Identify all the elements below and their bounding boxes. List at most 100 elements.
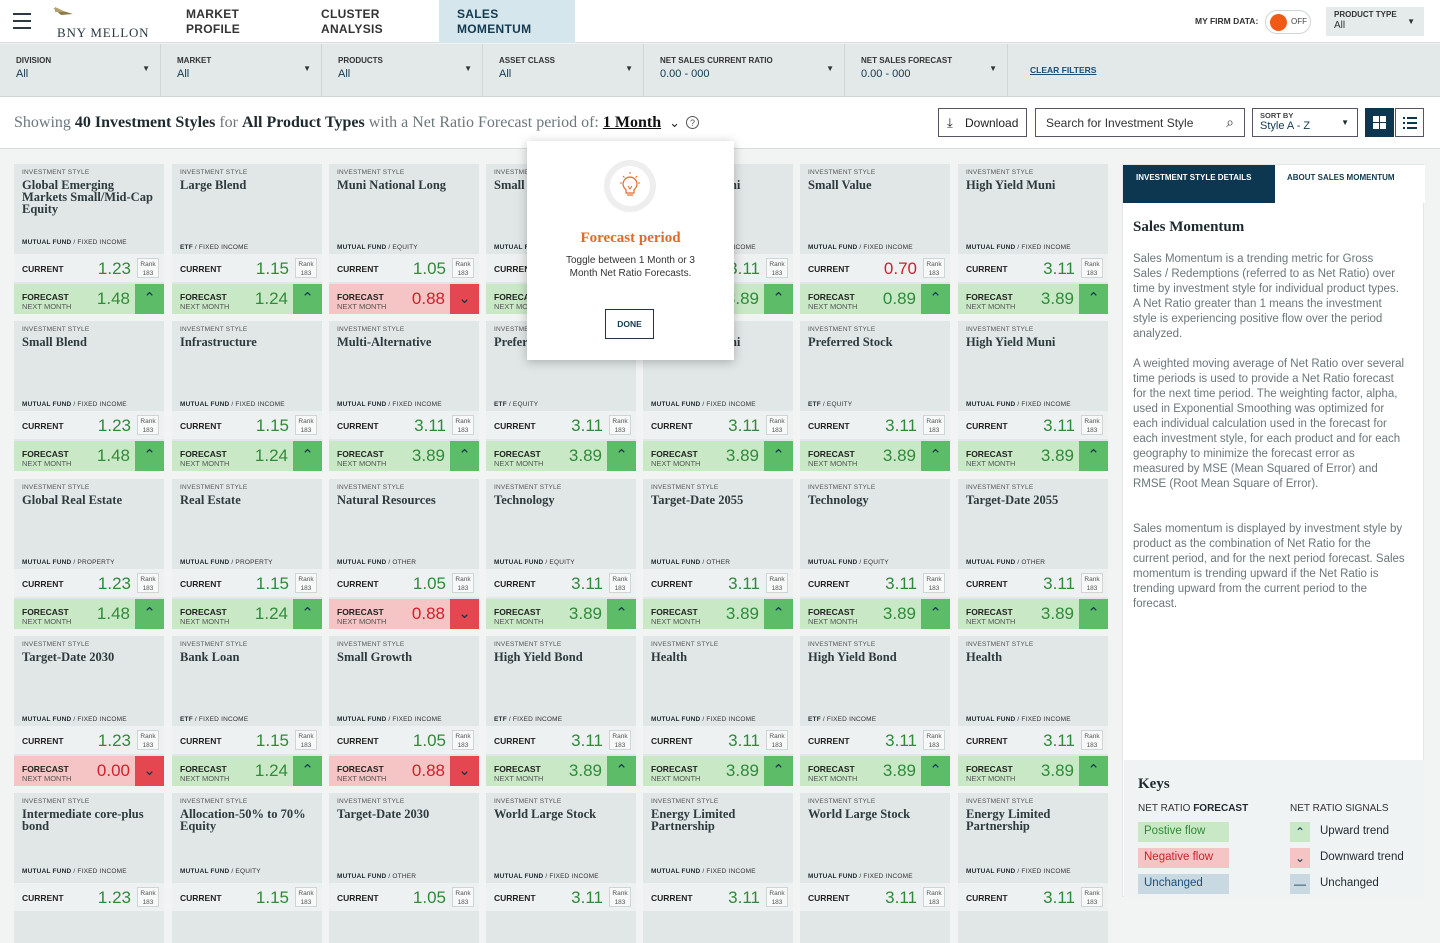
chevron-up-icon: ⌃ — [135, 599, 164, 629]
tab-about-sales-momentum[interactable]: ABOUT SALES MOMENTUM — [1275, 165, 1425, 203]
current-ratio-value: 1.15 — [255, 259, 289, 278]
forecast-value: 3.89 — [1040, 761, 1074, 780]
current-ratio-value: 3.11 — [414, 416, 446, 435]
investment-style-card[interactable]: INVESTMENT STYLE Technology MUTUAL FUND / … — [486, 479, 636, 629]
help-icon[interactable]: ? — [686, 116, 699, 129]
investment-style-card[interactable]: INVESTMENT STYLE Health MUTUAL FUND / FIXE… — [958, 636, 1108, 786]
menu-icon[interactable] — [13, 13, 31, 29]
filter-asset-class[interactable]: ASSET CLASS All ▼ — [483, 44, 644, 96]
investment-style-card[interactable]: INVESTMENT STYLE Target-Date 2055 MUTUAL F… — [958, 479, 1108, 629]
search-input[interactable]: Search for Investment Style ⌕ — [1035, 108, 1245, 137]
forecast-period-select[interactable]: 1 Month — [602, 114, 662, 131]
card-style-name: Small Value — [808, 178, 872, 192]
investment-style-card[interactable]: INVESTMENT STYLE Energy Limited Partnersh… — [643, 793, 793, 943]
download-button[interactable]: ⤓ Download — [938, 108, 1027, 137]
keys-forecast-heading: NET RATIO FORECAST — [1138, 803, 1249, 814]
chevron-down-icon: ⌄ — [1290, 848, 1310, 868]
card-style-name: Bank Loan — [180, 650, 240, 664]
investment-style-card[interactable]: INVESTMENT STYLE Small Blend MUTUAL FUND /… — [14, 321, 164, 471]
investment-style-card[interactable]: INVESTMENT STYLE Target-Date 2030 MUTUAL F… — [329, 793, 479, 943]
filter-market[interactable]: MARKET All ▼ — [161, 44, 322, 96]
filter-division[interactable]: DIVISION All ▼ — [0, 44, 161, 96]
key-unchanged-signal: Unchanged — [1320, 877, 1379, 889]
card-product-type: MUTUAL FUND / OTHER — [966, 559, 1046, 566]
investment-style-card[interactable]: INVESTMENT STYLE Allocation-50% to 70% Eq… — [172, 793, 322, 943]
investment-style-card[interactable]: INVESTMENT STYLE High Yield Bond ETF / FIX… — [486, 636, 636, 786]
grid-view-button[interactable] — [1365, 108, 1394, 137]
forecast-row: FORECAST NEXT MONTH 0.89 ⌃ — [800, 284, 950, 314]
investment-style-card[interactable]: INVESTMENT STYLE Natural Resources MUTUAL … — [329, 479, 479, 629]
forecast-row: FORECAST NEXT MONTH 1.24 ⌃ — [172, 284, 322, 314]
tab-cluster-analysis[interactable]: CLUSTER ANALYSIS — [321, 7, 383, 36]
investment-style-card[interactable]: INVESTMENT STYLE World Large Stock MUTUAL … — [800, 793, 950, 943]
done-button[interactable]: DONE — [605, 309, 654, 339]
forecast-value: 1.24 — [254, 446, 288, 465]
investment-style-card[interactable]: INVESTMENT STYLE Large Blend ETF / FIXED I… — [172, 164, 322, 314]
key-unchanged-flow: Unchanged — [1138, 874, 1229, 894]
investment-style-card[interactable]: INVESTMENT STYLE Health MUTUAL FUND / FIXE… — [643, 636, 793, 786]
card-style-name: Small Blend — [22, 335, 87, 349]
current-ratio-value: 1.23 — [97, 731, 131, 750]
bny-mellon-logo[interactable]: BNY MELLON — [52, 6, 149, 40]
toggle-state: OFF — [1291, 17, 1307, 26]
investment-style-card[interactable]: INVESTMENT STYLE Bank Loan ETF / FIXED INC… — [172, 636, 322, 786]
card-style-label: INVESTMENT STYLE — [337, 326, 405, 333]
current-ratio-row: CURRENT 1.15 Rank 183 — [172, 254, 322, 282]
product-type-select[interactable]: PRODUCT TYPE All ▼ — [1326, 7, 1424, 36]
current-ratio-value: 1.15 — [255, 888, 289, 907]
investment-style-card[interactable]: INVESTMENT STYLE Technology MUTUAL FUND / … — [800, 479, 950, 629]
tab-sales-momentum[interactable]: SALES MOMENTUM — [439, 0, 575, 43]
investment-style-card[interactable]: INVESTMENT STYLE World Large Stock MUTUAL … — [486, 793, 636, 943]
investment-style-card[interactable]: INVESTMENT STYLE Small Value MUTUAL FUND /… — [800, 164, 950, 314]
list-view-button[interactable] — [1395, 108, 1424, 137]
tab-market-profile[interactable]: MARKET PROFILE — [186, 7, 241, 36]
filter-products[interactable]: PRODUCTS All ▼ — [322, 44, 483, 96]
current-ratio-value: 3.11 — [1043, 259, 1075, 278]
clear-filters-link[interactable]: CLEAR FILTERS — [1030, 65, 1097, 75]
filter-net-sales-current-ratio[interactable]: NET SALES CURRENT RATIO 0.00 - 000 ▼ — [644, 44, 845, 96]
panel-paragraph: Sales momentum is displayed by investmen… — [1133, 523, 1405, 610]
investment-style-card[interactable]: INVESTMENT STYLE Target-Date 2055 MUTUAL F… — [643, 479, 793, 629]
chevron-down-icon[interactable]: ⌄ — [669, 115, 680, 130]
card-style-label: INVESTMENT STYLE — [22, 169, 90, 176]
investment-style-card[interactable]: INVESTMENT STYLE Energy Limited Partnersh… — [958, 793, 1108, 943]
investment-style-card[interactable]: INVESTMENT STYLE Global Real Estate MUTUAL… — [14, 479, 164, 629]
investment-style-card[interactable]: INVESTMENT STYLE Target-Date 2030 MUTUAL F… — [14, 636, 164, 786]
card-style-name: World Large Stock — [808, 807, 911, 821]
investment-style-card[interactable]: INVESTMENT STYLE Muni National Long MUTUAL… — [329, 164, 479, 314]
investment-style-card[interactable]: INVESTMENT STYLE Preferred Stock ETF / EQU… — [800, 321, 950, 471]
card-product-type: MUTUAL FUND / EQUITY — [337, 244, 418, 251]
investment-style-card[interactable]: INVESTMENT STYLE Intermediate core-plus b… — [14, 793, 164, 943]
firm-data-toggle[interactable]: OFF — [1265, 10, 1311, 34]
investment-style-card[interactable]: INVESTMENT STYLE High Yield Bond ETF / FIX… — [800, 636, 950, 786]
sort-select[interactable]: SORT BY Style A - Z ▼ — [1252, 108, 1358, 137]
card-style-name: Natural Resources — [337, 493, 436, 507]
current-ratio-value: 3.11 — [571, 888, 603, 907]
card-product-type: ETF / FIXED INCOME — [808, 716, 877, 723]
investment-style-card[interactable]: INVESTMENT STYLE Global Emerging Markets … — [14, 164, 164, 314]
chevron-down-icon: ▼ — [625, 64, 633, 73]
investment-style-card[interactable]: INVESTMENT STYLE Multi-Alternative MUTUAL … — [329, 321, 479, 471]
card-product-type: ETF / FIXED INCOME — [180, 244, 249, 251]
current-ratio-value: 3.11 — [1043, 731, 1075, 750]
filter-net-sales-forecast[interactable]: NET SALES FORECAST 0.00 - 000 ▼ — [845, 44, 1008, 96]
tab-investment-style-details[interactable]: INVESTMENT STYLE DETAILS — [1123, 165, 1275, 203]
card-product-type: MUTUAL FUND / FIXED INCOME — [22, 239, 127, 246]
investment-style-card[interactable]: INVESTMENT STYLE Infrastructure MUTUAL FUN… — [172, 321, 322, 471]
card-style-label: INVESTMENT STYLE — [651, 484, 719, 491]
investment-style-card[interactable]: INVESTMENT STYLE Small Growth MUTUAL FUND … — [329, 636, 479, 786]
investment-style-card[interactable]: INVESTMENT STYLE Real Estate MUTUAL FUND /… — [172, 479, 322, 629]
card-style-label: INVESTMENT STYLE — [22, 326, 90, 333]
